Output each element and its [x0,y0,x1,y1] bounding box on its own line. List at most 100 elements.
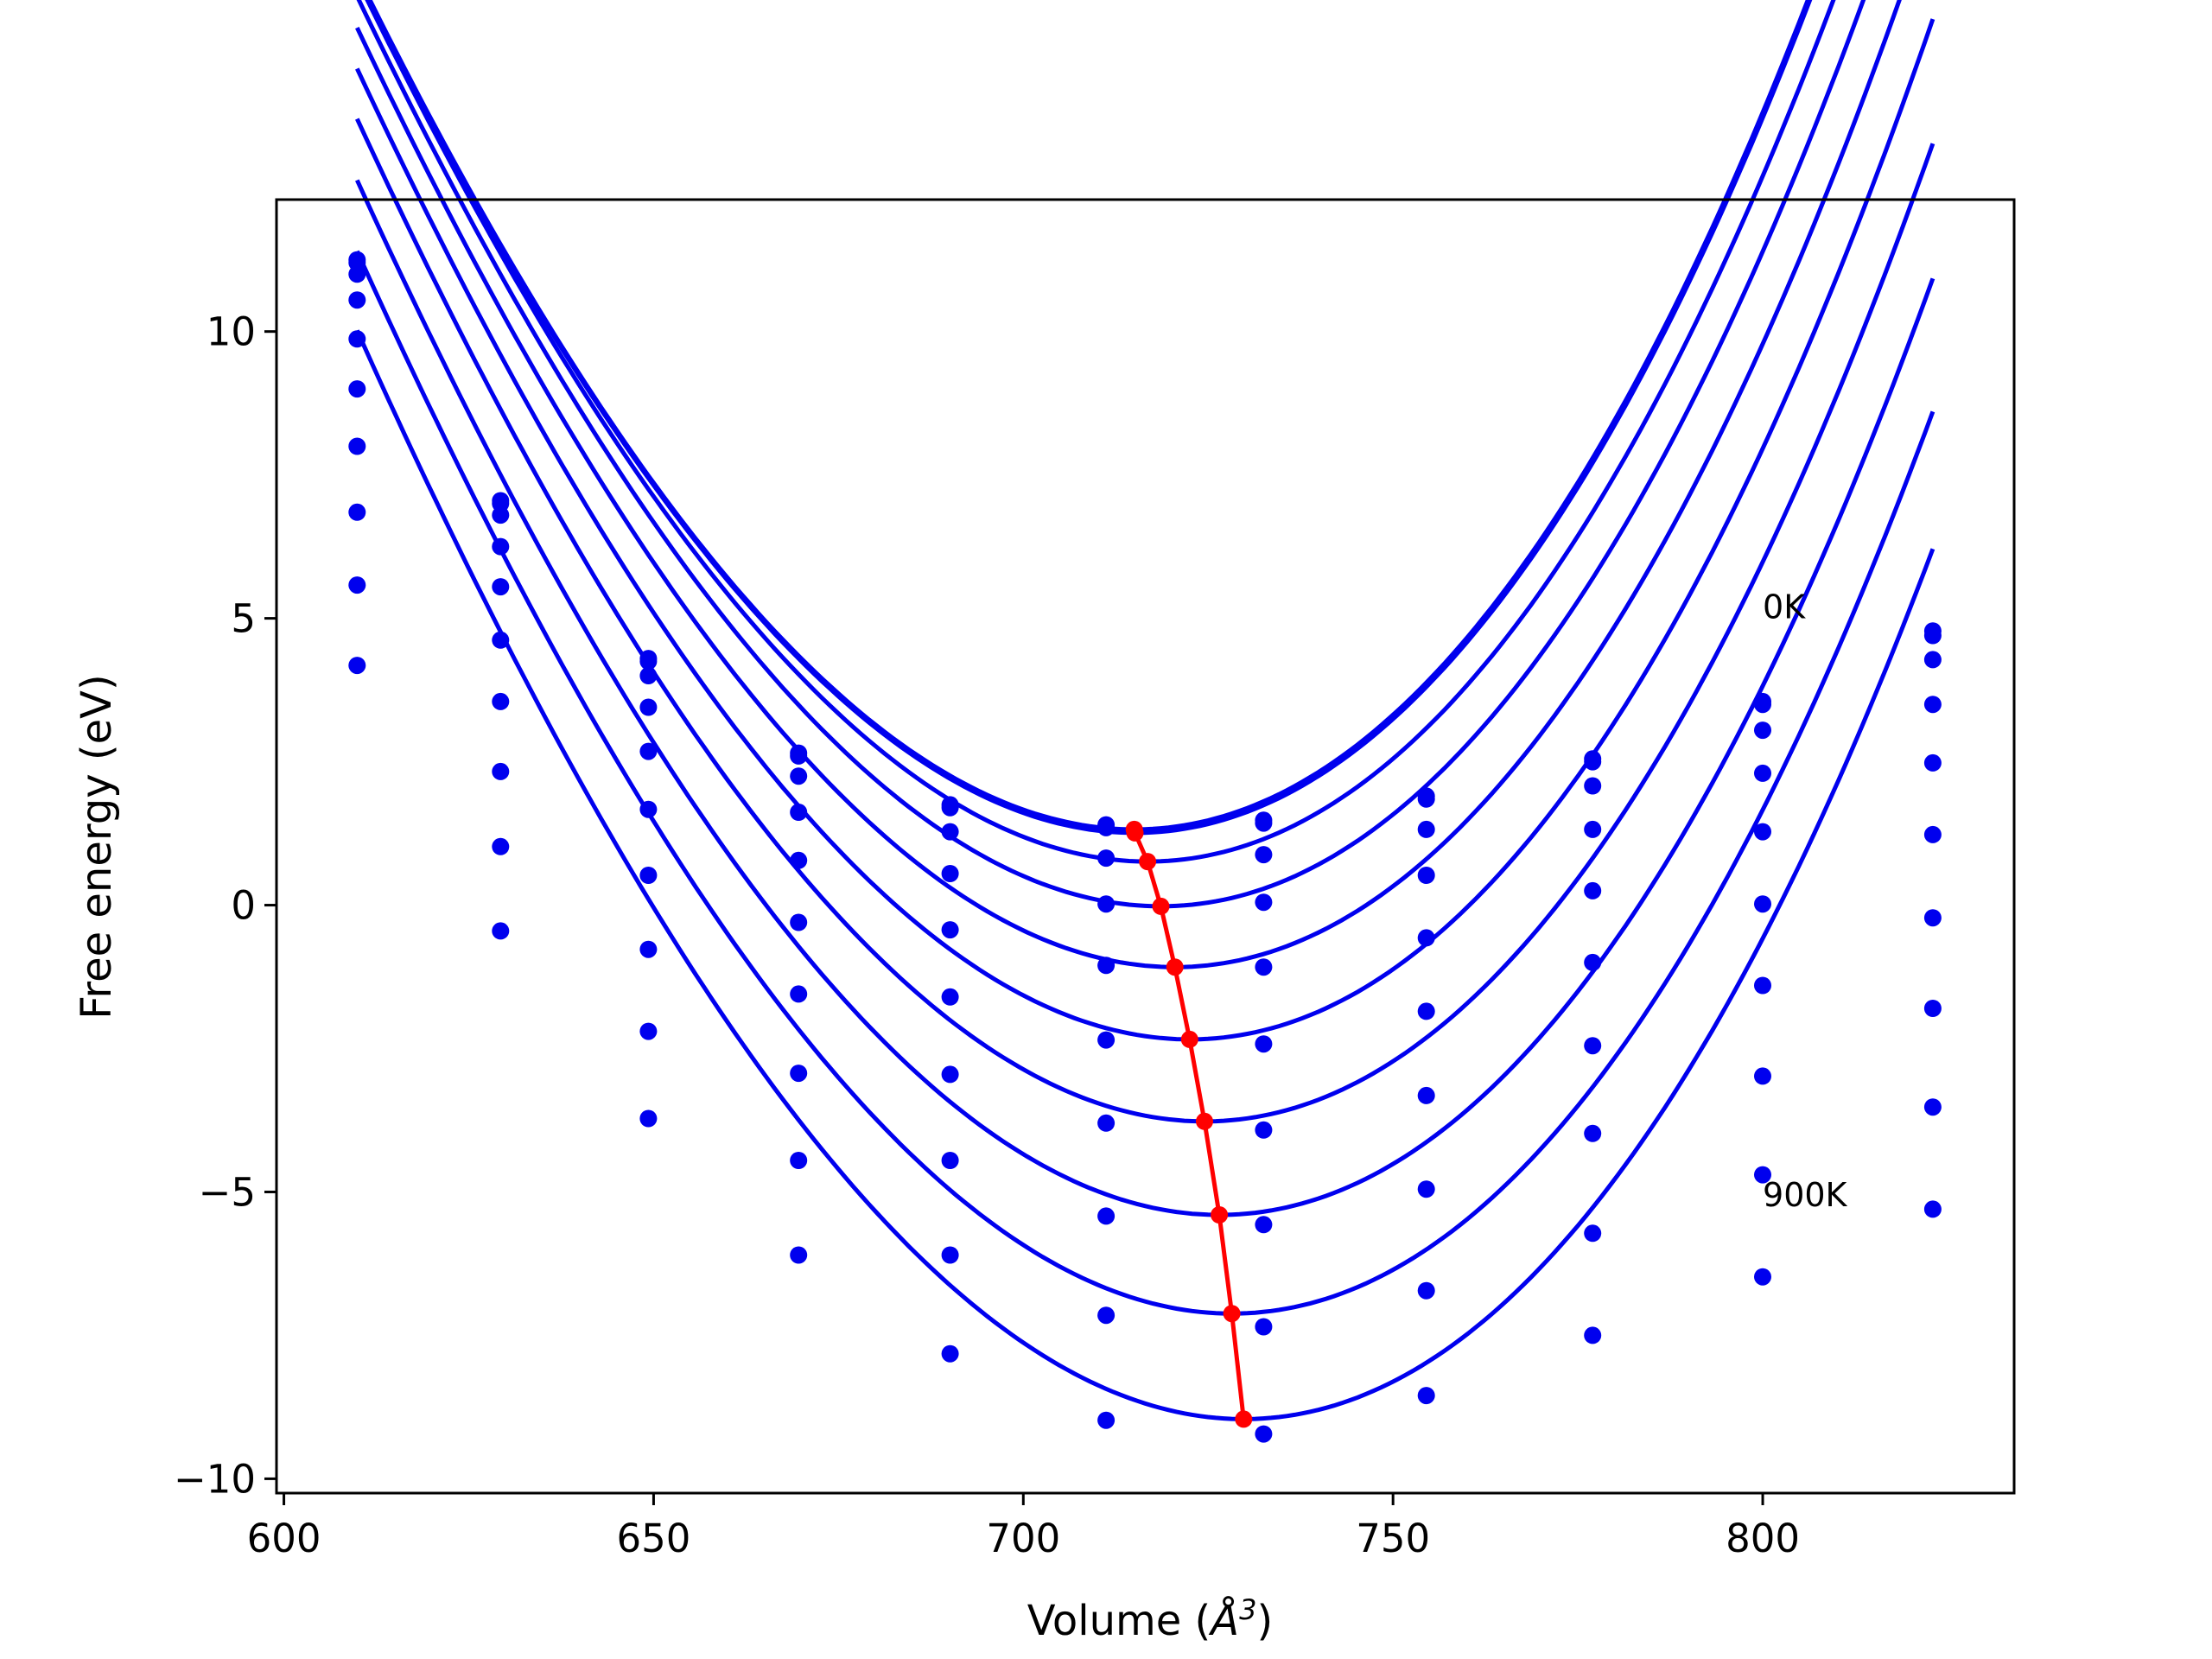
data-point [1097,1306,1116,1325]
data-point [639,800,658,818]
data-point [1417,1281,1435,1300]
data-point [941,921,959,939]
data-point [1255,1318,1273,1336]
data-point [492,922,510,940]
data-point [1923,1000,1942,1017]
data-point [1097,1114,1116,1132]
data-point [790,1152,808,1169]
data-point [348,503,366,521]
data-point [639,1109,658,1128]
data-point [1584,1224,1602,1243]
data-point [1754,764,1771,782]
minimum-point [1139,853,1157,871]
data-point [639,698,658,716]
data-point [1754,823,1771,841]
minimum-point [1126,823,1144,842]
data-point [348,291,366,309]
data-point [1923,753,1942,772]
data-point [941,1344,959,1363]
data-point [1754,895,1771,913]
fit-curve-4 [355,0,1902,969]
curve-annotation: 900K [1763,1176,1848,1214]
y-tick-label: −5 [199,1169,256,1215]
fit-curves [355,0,1936,1421]
data-point [1584,753,1602,771]
data-point [1097,849,1116,868]
y-tick-label: −10 [174,1456,256,1502]
data-point [1923,1200,1942,1218]
minimum-path [1132,829,1246,1420]
minimum-point [1223,1305,1241,1323]
data-point [1754,1268,1771,1286]
data-point [492,578,510,596]
data-point [1255,893,1273,912]
data-point [1584,1326,1602,1344]
data-point [941,1065,959,1084]
minimum-point [1166,958,1184,976]
data-point [1584,1037,1602,1055]
data-point [1097,957,1116,975]
minimum-point [1196,1112,1213,1130]
minimum-point [1152,897,1170,915]
x-tick-label: 800 [1726,1516,1800,1561]
data-point [1754,696,1771,714]
data-point [1417,820,1435,838]
data-point [1923,651,1942,669]
data-point [1255,1035,1273,1053]
data-point [492,506,510,524]
data-point [639,742,658,760]
fit-curve-6 [355,118,1936,1124]
data-point [941,988,959,1006]
minimum-line [1125,820,1253,1428]
data-point [790,985,808,1003]
fit-curve-9 [355,329,1936,1421]
data-point [1923,696,1942,714]
data-point [790,913,808,931]
data-point [639,867,658,884]
data-point [1417,1180,1435,1198]
minimum-point [1180,1030,1198,1048]
data-point [941,1246,959,1264]
data-point [1417,929,1435,947]
data-point [1255,814,1273,832]
data-point [1417,867,1435,884]
data-point [348,437,366,455]
fit-curve-3 [356,0,1866,909]
fit-curve-7 [355,179,1936,1217]
data-point [1097,1411,1116,1429]
data-point [1255,958,1273,976]
data-point [1754,1166,1771,1184]
data-point [492,692,510,710]
data-point [348,576,366,594]
data-point [790,767,808,785]
data-point [348,657,366,675]
data-point [790,1246,808,1264]
data-point [348,330,366,348]
data-point [941,823,959,841]
minimum-point [1211,1206,1229,1224]
data-point [348,265,366,283]
data-point [639,667,658,684]
data-point [941,865,959,882]
y-tick-label: 0 [231,883,256,929]
fit-curve-5 [355,18,1936,1042]
data-point [639,940,658,958]
data-point [1417,1086,1435,1104]
data-point [1255,1216,1273,1234]
data-point [492,631,510,649]
curve-annotation: 0K [1763,588,1806,626]
plot-frame [275,198,2016,1495]
data-point [1255,846,1273,864]
data-point [1097,1207,1116,1225]
data-point [1097,818,1116,836]
data-point [1584,777,1602,795]
x-tick-label: 750 [1356,1516,1430,1561]
data-point [1923,909,1942,927]
fit-curve-8 [355,250,1936,1316]
y-axis-label: Free energy (eV) [73,674,121,1019]
y-tick-label: 5 [231,596,256,642]
data-point [1923,1098,1942,1116]
data-points [348,251,1942,1443]
data-point [1584,953,1602,971]
